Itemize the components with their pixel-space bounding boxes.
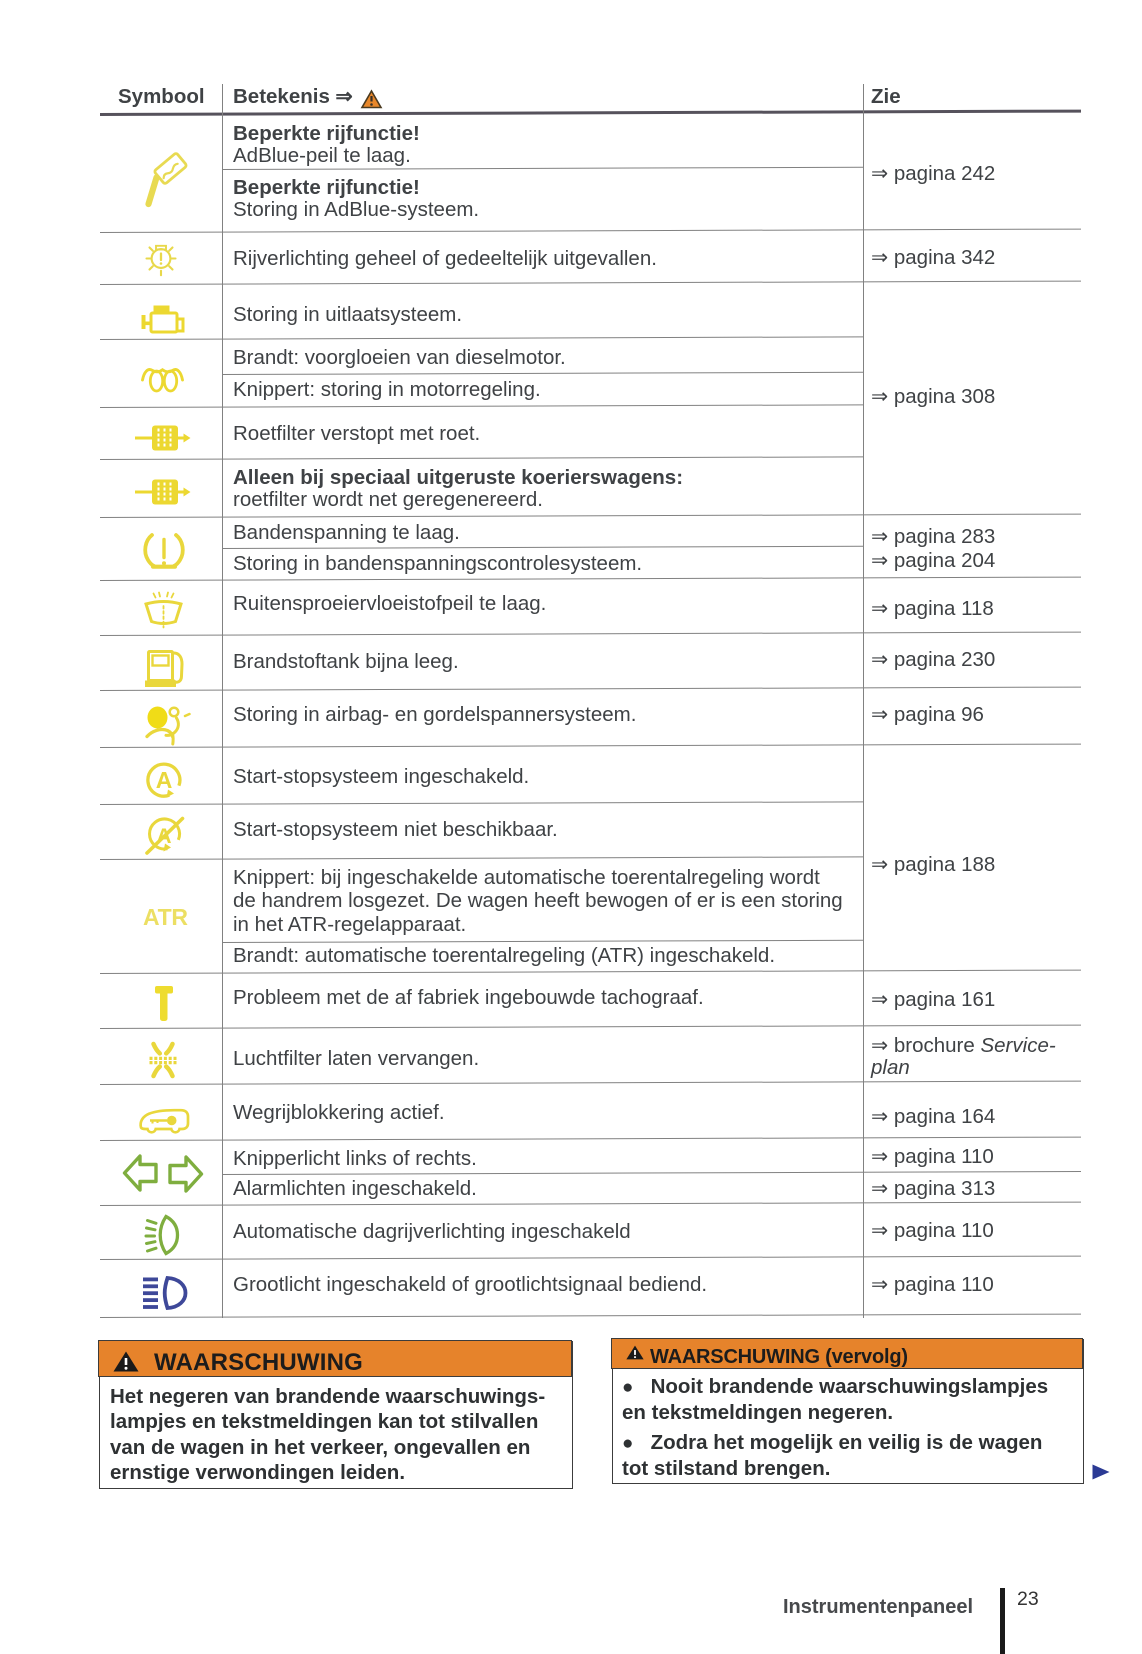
svg-text:A: A (156, 767, 173, 793)
